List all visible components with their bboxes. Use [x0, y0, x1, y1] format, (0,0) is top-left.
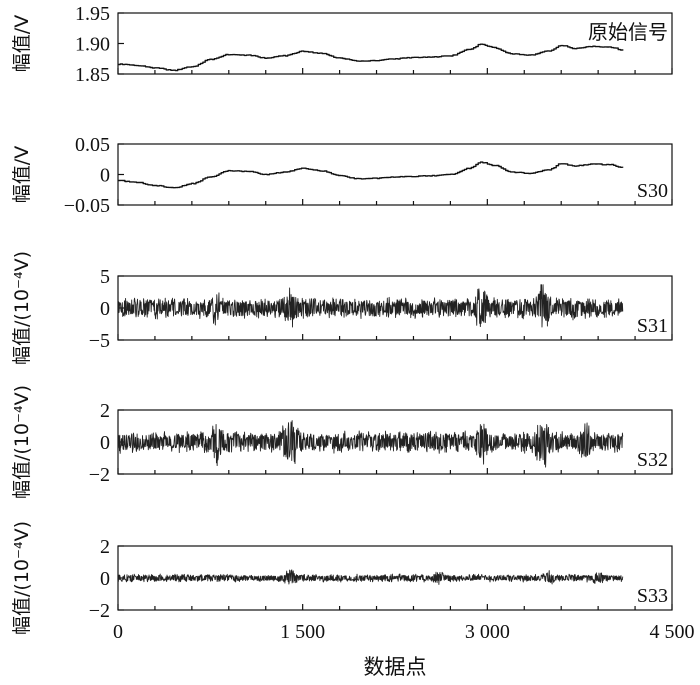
panel-1: 1.85 1.90 1.95 幅值/V 原始信号: [11, 3, 673, 86]
panel-2: −0.05 0 0.05 幅值/V S30: [11, 134, 673, 217]
series-line: [117, 284, 624, 328]
series-label: S31: [637, 315, 668, 337]
x-axis: 0 1 500 3 000 4 500: [113, 621, 695, 643]
series-label: S33: [637, 585, 668, 607]
y-tick-label: −2: [89, 600, 110, 622]
series-label: 原始信号: [588, 20, 668, 44]
y-tick-label: −2: [89, 464, 110, 486]
x-axis-label: 数据点: [364, 655, 427, 679]
y-tick-label: 1.90: [75, 34, 110, 56]
y-tick-label: 0: [100, 165, 110, 187]
y-axis-label: 幅值/V: [11, 146, 33, 203]
series-line: [117, 420, 624, 468]
series-line: [117, 569, 624, 585]
panel-5: −2 0 2 幅值/(10⁻⁴V) S33: [11, 521, 673, 635]
x-tick-label: 4 500: [650, 621, 695, 643]
y-tick-label: 0: [100, 432, 110, 454]
y-tick-label: 1.85: [75, 64, 110, 86]
y-axis-label: 幅值/(10⁻⁴V): [11, 385, 33, 499]
panel-frame: [117, 143, 673, 206]
panel-3: −5 0 5 幅值/(10⁻⁴V) S31: [11, 251, 673, 365]
series-label: S32: [637, 449, 668, 471]
y-tick-label: −0.05: [64, 195, 110, 217]
y-tick-label: 0: [100, 298, 110, 320]
y-tick-label: 0.05: [75, 134, 110, 156]
panel-4: −2 0 2 幅值/(10⁻⁴V) S32: [11, 385, 673, 499]
y-axis-label: 幅值/V: [11, 15, 33, 72]
panels-group: 1.85 1.90 1.95 幅值/V 原始信号 −0.05 0 0.05 幅值/V S30 −5 0…: [11, 3, 673, 635]
y-tick-label: 2: [100, 400, 110, 422]
y-axis-label: 幅值/(10⁻⁴V): [11, 521, 33, 635]
x-tick-label: 3 000: [465, 621, 510, 643]
y-tick-label: 5: [100, 266, 110, 288]
y-axis-label: 幅值/(10⁻⁴V): [11, 251, 33, 365]
x-tick-label: 0: [113, 621, 123, 643]
x-tick-label: 1 500: [280, 621, 325, 643]
series-label: S30: [637, 180, 668, 202]
y-tick-label: 1.95: [75, 3, 110, 25]
y-tick-label: −5: [89, 330, 110, 352]
y-tick-label: 2: [100, 536, 110, 558]
series-line: [118, 43, 624, 72]
series-line: [118, 161, 624, 189]
y-tick-label: 0: [100, 568, 110, 590]
